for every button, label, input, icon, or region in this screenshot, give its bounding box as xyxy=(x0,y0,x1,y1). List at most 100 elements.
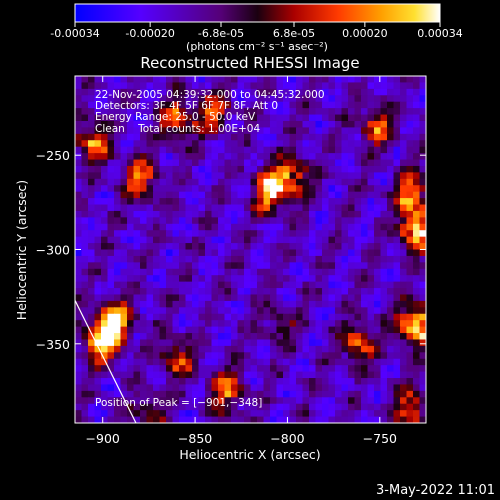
heatmap-cell xyxy=(205,255,213,263)
heatmap-cell xyxy=(179,371,187,379)
heatmap-cell xyxy=(75,172,83,180)
heatmap-cell xyxy=(387,275,395,283)
heatmap-cell xyxy=(406,390,414,398)
heatmap-cell xyxy=(192,140,200,148)
info-detectors: Detectors: 3F 4F 5F 6F 7F 8F, Att 0 xyxy=(95,100,278,112)
heatmap-cell xyxy=(276,416,284,423)
heatmap-cell xyxy=(348,210,356,218)
heatmap-cell xyxy=(120,339,128,347)
heatmap-cell xyxy=(387,204,395,212)
heatmap-cell xyxy=(367,230,375,238)
heatmap-cell xyxy=(361,140,369,148)
heatmap-cell xyxy=(250,403,258,411)
heatmap-cell xyxy=(94,403,102,411)
heatmap-cell xyxy=(387,403,395,411)
heatmap-cell xyxy=(302,358,310,366)
heatmap-cell xyxy=(133,300,141,308)
heatmap-cell xyxy=(263,320,271,328)
heatmap-cell xyxy=(127,95,135,103)
heatmap-cell xyxy=(192,178,200,186)
heatmap-cell xyxy=(75,307,83,315)
heatmap-cell xyxy=(244,178,252,186)
heatmap-cell xyxy=(224,95,232,103)
heatmap-cell xyxy=(211,172,219,180)
heatmap-cell xyxy=(328,365,336,373)
heatmap-cell xyxy=(419,178,426,186)
heatmap-cell xyxy=(231,230,239,238)
heatmap-cell xyxy=(387,416,395,423)
heatmap-cell xyxy=(133,88,141,96)
heatmap-cell xyxy=(270,390,278,398)
heatmap-cell xyxy=(302,326,310,334)
heatmap-cell xyxy=(400,133,408,141)
heatmap-cell xyxy=(413,204,421,212)
heatmap-cell xyxy=(153,88,161,96)
heatmap-cell xyxy=(224,217,232,225)
heatmap-cell xyxy=(237,262,245,270)
heatmap-cell xyxy=(374,140,382,148)
heatmap-cell xyxy=(218,358,226,366)
heatmap-cell xyxy=(380,95,388,103)
heatmap-cell xyxy=(302,217,310,225)
heatmap-cell xyxy=(393,255,401,263)
heatmap-cell xyxy=(302,307,310,315)
heatmap-cell xyxy=(276,146,284,154)
heatmap-cell xyxy=(140,185,148,193)
heatmap-cell xyxy=(75,339,83,347)
heatmap-cell xyxy=(354,114,362,122)
heatmap-cell xyxy=(107,403,115,411)
heatmap-cell xyxy=(406,288,414,296)
heatmap-cell xyxy=(309,268,317,276)
heatmap-cell xyxy=(120,416,128,423)
heatmap-cell xyxy=(107,146,115,154)
heatmap-cell xyxy=(367,120,375,129)
heatmap-cell xyxy=(127,236,135,244)
heatmap-cell xyxy=(94,210,102,218)
heatmap-cell xyxy=(322,95,330,103)
heatmap-cell xyxy=(127,345,135,353)
heatmap-cell xyxy=(328,76,336,84)
heatmap-cell xyxy=(263,127,271,135)
heatmap-cell xyxy=(120,397,128,405)
heatmap-cell xyxy=(198,307,206,315)
heatmap-cell xyxy=(140,82,148,90)
heatmap-cell xyxy=(361,339,369,347)
heatmap-cell xyxy=(211,165,219,173)
heatmap-cell xyxy=(94,198,102,206)
heatmap-cell xyxy=(224,108,232,116)
heatmap-cell xyxy=(198,320,206,328)
heatmap-cell xyxy=(120,333,128,341)
heatmap-cell xyxy=(374,410,382,418)
heatmap-cell xyxy=(218,95,226,103)
heatmap-cell xyxy=(237,268,245,276)
heatmap-cell xyxy=(185,120,193,129)
heatmap-cell xyxy=(289,114,297,122)
heatmap-cell xyxy=(146,236,154,244)
heatmap-cell xyxy=(88,198,96,206)
heatmap-cell xyxy=(205,384,213,392)
heatmap-cell xyxy=(406,326,414,334)
heatmap-cell xyxy=(140,217,148,225)
heatmap-cell xyxy=(393,243,401,251)
colorbar-tick-label: -0.00020 xyxy=(125,27,174,40)
heatmap-cell xyxy=(289,275,297,283)
heatmap-cell xyxy=(328,268,336,276)
heatmap-cell xyxy=(179,403,187,411)
heatmap-cell xyxy=(380,198,388,206)
heatmap-cell xyxy=(166,217,174,225)
heatmap-cell xyxy=(166,358,174,366)
heatmap-cell xyxy=(205,275,213,283)
heatmap-cell xyxy=(192,243,200,251)
heatmap-cell xyxy=(237,397,245,405)
heatmap-cell xyxy=(283,185,291,193)
heatmap-cell xyxy=(127,294,135,302)
heatmap-cell xyxy=(250,249,258,257)
heatmap-cell xyxy=(133,371,141,379)
heatmap-cell xyxy=(114,410,122,418)
heatmap-cell xyxy=(380,249,388,257)
heatmap-cell xyxy=(120,365,128,373)
heatmap-cell xyxy=(237,172,245,180)
heatmap-cell xyxy=(400,140,408,148)
heatmap-cell xyxy=(218,153,226,161)
heatmap-cell xyxy=(211,243,219,251)
